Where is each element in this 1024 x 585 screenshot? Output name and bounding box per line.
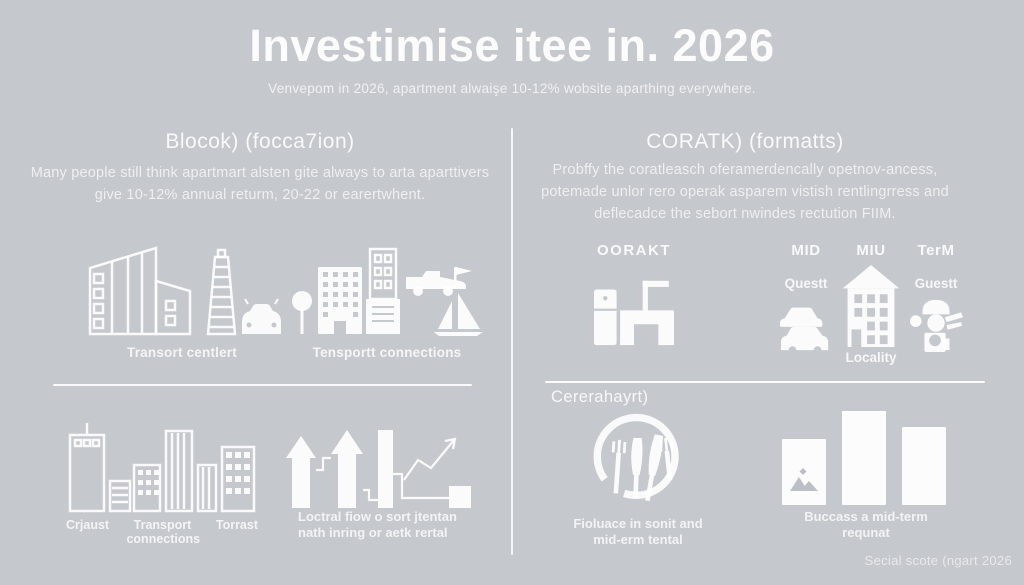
skyline-group: Crjaust Transport connections Torrast bbox=[62, 421, 262, 547]
city-buildings-car-icon bbox=[88, 246, 281, 336]
oorakt-group: OORAKT bbox=[578, 242, 690, 346]
district-transport-icon bbox=[291, 247, 483, 336]
term-group: TerM Guestt bbox=[906, 242, 966, 352]
left-heading: Blocok) (focca7ion) bbox=[165, 130, 355, 153]
plate-group: Fioluace in sonit and mid-erm tental bbox=[572, 412, 704, 547]
transport-center-label: Transort centlert bbox=[127, 345, 237, 360]
left-paragraph: Many people still think apartmart alsten… bbox=[30, 165, 490, 203]
growth-arrows-icon bbox=[286, 430, 471, 508]
miu-caption: Locality bbox=[845, 350, 897, 365]
right-section-divider bbox=[545, 381, 985, 383]
mountain-image-icon bbox=[790, 468, 818, 491]
mid-group: MID Questt bbox=[776, 242, 836, 352]
skyline-label-third: Torrast bbox=[215, 518, 258, 532]
bars-group: Buccass a mid-term requnat bbox=[780, 409, 952, 540]
chef-guest-icon bbox=[909, 299, 964, 352]
right-heading: CORATK) (formatts) bbox=[646, 130, 844, 153]
growth-group bbox=[286, 418, 476, 508]
apartment-house-icon bbox=[842, 265, 900, 347]
transport-connections-group: Tensportt connections bbox=[288, 241, 486, 361]
skyline-icon bbox=[68, 423, 256, 513]
bar-chart-icon bbox=[782, 411, 946, 505]
skyline-label-first: Crjaust bbox=[66, 518, 110, 532]
skyline-label-second: Transport connections bbox=[126, 518, 201, 547]
skyline-labels: Crjaust Transport connections Torrast bbox=[66, 518, 258, 547]
mid-sub-label: Questt bbox=[784, 276, 828, 291]
mid-header: MID bbox=[791, 242, 821, 259]
term-sub-label: Guestt bbox=[914, 276, 958, 291]
left-section-divider bbox=[53, 384, 472, 386]
plate-caption: Fioluace in sonit and mid-erm tental bbox=[573, 516, 703, 547]
kitchen-desk-icon bbox=[594, 280, 674, 346]
page-title: Investimise itee in. 2026 bbox=[249, 20, 775, 71]
growth-caption: Loctral fiow o sort jtentan nath inring … bbox=[298, 509, 457, 541]
plate-cutlery-icon bbox=[593, 413, 679, 502]
transport-connections-label: Tensportt connections bbox=[312, 345, 462, 360]
column-divider bbox=[511, 128, 513, 555]
term-header: TerM bbox=[917, 242, 955, 259]
miu-header: MIU bbox=[856, 242, 886, 259]
bottom-right-heading: Cererahayrt) bbox=[551, 388, 649, 406]
right-paragraph: Probffy the coratleasch oferamerdencally… bbox=[541, 162, 949, 222]
oorakt-label: OORAKT bbox=[597, 242, 671, 259]
page-subtitle: Venvepom in 2026, apartment alwaişe 10-1… bbox=[268, 81, 756, 96]
cars-stacked-icon bbox=[779, 307, 829, 352]
transport-center-group: Transort centlert bbox=[80, 241, 284, 361]
miu-group: MIU Locality bbox=[840, 242, 902, 365]
bars-caption: Buccass a mid-term requnat bbox=[804, 509, 928, 540]
footer-note: Secial scote (ngart 2026 bbox=[864, 553, 1012, 568]
